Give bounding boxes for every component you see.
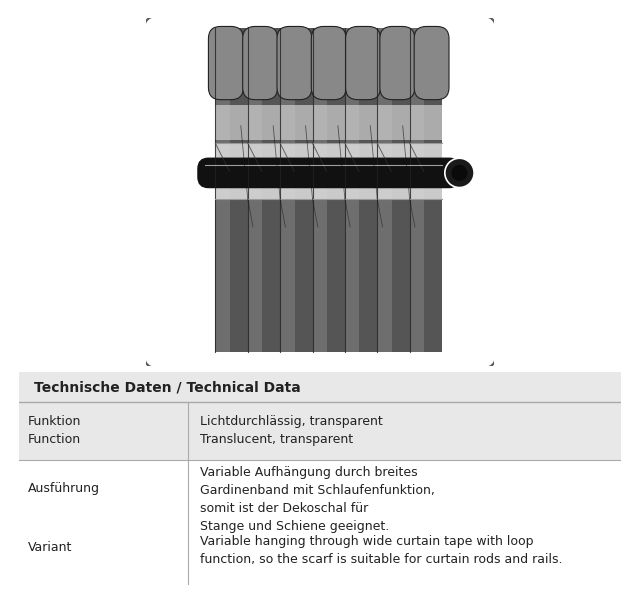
Bar — [19, 402, 621, 460]
FancyBboxPatch shape — [144, 16, 496, 368]
Polygon shape — [312, 28, 327, 352]
Polygon shape — [216, 28, 230, 352]
Circle shape — [451, 165, 468, 181]
Polygon shape — [410, 28, 424, 352]
FancyBboxPatch shape — [209, 27, 243, 100]
Polygon shape — [345, 28, 359, 352]
FancyBboxPatch shape — [19, 372, 621, 402]
Text: Funktion
Function: Funktion Function — [28, 415, 81, 446]
Bar — [216, 143, 442, 199]
FancyBboxPatch shape — [311, 27, 346, 100]
FancyBboxPatch shape — [277, 27, 312, 100]
Text: Variant: Variant — [28, 541, 72, 554]
FancyBboxPatch shape — [216, 28, 442, 352]
Bar — [216, 105, 442, 140]
FancyBboxPatch shape — [198, 158, 460, 187]
FancyBboxPatch shape — [380, 27, 415, 100]
FancyBboxPatch shape — [13, 370, 627, 587]
Text: Ausführung: Ausführung — [28, 482, 100, 495]
Text: Variable Aufhängung durch breites
Gardinenband mit Schlaufenfunktion,
somit ist : Variable Aufhängung durch breites Gardin… — [200, 466, 435, 533]
Circle shape — [445, 158, 474, 187]
Polygon shape — [280, 28, 294, 352]
Polygon shape — [248, 28, 262, 352]
Text: Lichtdurchlässig, transparent
Translucent, transparent: Lichtdurchlässig, transparent Translucen… — [200, 415, 383, 446]
Text: Variable hanging through wide curtain tape with loop
function, so the scarf is s: Variable hanging through wide curtain ta… — [200, 535, 562, 566]
Polygon shape — [378, 28, 392, 352]
Bar — [19, 460, 621, 585]
FancyBboxPatch shape — [346, 27, 380, 100]
Bar — [19, 372, 621, 402]
FancyBboxPatch shape — [414, 27, 449, 100]
Text: Technische Daten / Technical Data: Technische Daten / Technical Data — [34, 380, 301, 394]
FancyBboxPatch shape — [243, 27, 278, 100]
